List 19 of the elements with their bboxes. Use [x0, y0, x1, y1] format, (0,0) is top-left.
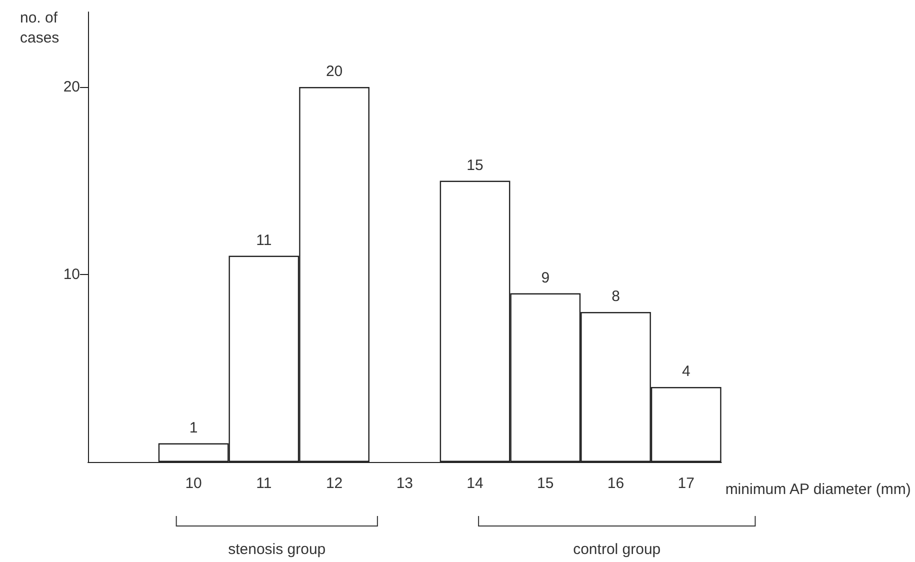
y-axis-title: no. of cases	[20, 10, 62, 46]
x-tick-label: 10	[185, 475, 202, 492]
data-label: 9	[541, 269, 550, 286]
text: control group	[573, 541, 661, 558]
x-tick-label: 17	[678, 475, 694, 492]
data-label: 4	[682, 363, 690, 380]
x-tick-label: 15	[537, 475, 554, 492]
x-axis-title: minimum AP diameter (mm)	[725, 481, 911, 498]
x-tick-label: 16	[607, 475, 624, 492]
data-label: 1	[189, 419, 198, 436]
x-tick-label: 14	[466, 475, 484, 492]
data-label: 15	[466, 156, 484, 174]
data-label: 8	[612, 288, 620, 305]
data-label: 20	[326, 63, 343, 80]
data-label: 11	[256, 232, 272, 249]
text: stenosis group	[228, 541, 326, 558]
x-tick-label: 11	[256, 475, 272, 492]
x-tick-label: 12	[326, 475, 343, 492]
x-tick-label: 13	[396, 475, 413, 492]
